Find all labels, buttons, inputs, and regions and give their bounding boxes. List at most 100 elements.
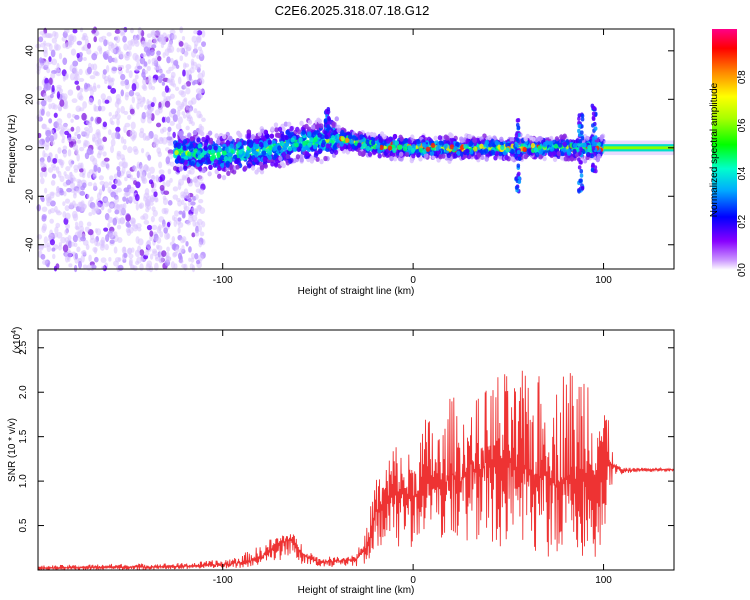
spectrogram-cell	[133, 165, 138, 172]
spectrogram-cell	[56, 86, 62, 93]
spectrogram-cell	[110, 87, 117, 94]
spectrogram-cell	[176, 155, 182, 161]
spectrogram-cell	[128, 70, 133, 79]
spectrogram-cell	[171, 34, 177, 40]
spectrogram-cell	[138, 33, 142, 40]
spectrogram-cell	[591, 111, 596, 117]
spectrogram-cell	[53, 112, 58, 118]
spectrogram-cell	[175, 246, 180, 254]
spectrogram-cell	[327, 116, 331, 122]
spectrogram-cell	[82, 56, 87, 62]
spectrogram-cell	[143, 164, 149, 172]
spectrogram-cell	[176, 109, 181, 117]
spectrogram-cell	[175, 100, 181, 106]
spectrogram-cell	[296, 146, 301, 153]
spectrogram-cell	[183, 50, 189, 57]
spectrogram-cell	[116, 150, 122, 157]
spectrogram-cell	[106, 162, 110, 171]
spectrogram-cell	[590, 153, 594, 159]
spectrogram-cell	[137, 65, 143, 70]
spectrogram-cell	[286, 121, 292, 127]
spectrogram-cell	[292, 158, 297, 164]
spectrogram-cell	[135, 236, 140, 244]
spectrogram-cell	[189, 136, 195, 142]
spectrogram-cell	[142, 75, 147, 81]
spectrogram-cell	[104, 197, 108, 202]
spectrogram-cell	[254, 138, 260, 145]
spectrogram-cell	[158, 101, 162, 108]
spectrogram-cell	[94, 256, 99, 263]
spectrogram-cell	[238, 149, 243, 155]
snr-y-label: SNR (10 * v/v)	[7, 418, 18, 482]
spectrogram-cell	[277, 126, 283, 132]
spectrogram-cell	[145, 263, 152, 272]
spectrogram-cell	[108, 257, 112, 262]
spectrogram-cell	[302, 140, 307, 146]
spectrogram-cell	[177, 182, 182, 191]
spectrogram-cell	[142, 132, 147, 141]
spectrogram-cell	[123, 138, 127, 145]
spectrogram-cell	[146, 65, 151, 72]
spectrogram-cell	[86, 48, 92, 55]
spectrogram-cell	[79, 146, 85, 152]
spectrogram-cell	[56, 118, 63, 125]
spectrogram-cell	[36, 85, 43, 91]
spectrogram-cell	[73, 164, 79, 171]
spectrogram-cell	[259, 165, 265, 171]
spectrogram-cell	[534, 152, 540, 158]
spectrogram-cell	[62, 201, 66, 207]
spectrogram-cell	[162, 197, 169, 206]
spectrogram-cell	[579, 160, 583, 165]
spectrogram-cell	[472, 137, 477, 144]
spectrogram-cell	[523, 136, 528, 142]
spectrogram-cell	[183, 202, 188, 211]
spectrogram-cell	[127, 196, 134, 201]
spectrogram-cell	[124, 176, 128, 182]
spectrogram-cell	[168, 40, 173, 47]
spectrogram-cell	[152, 209, 158, 217]
spectrogram-cell	[591, 163, 595, 168]
spectrogram-cell	[142, 96, 146, 104]
spectrogram-cell	[283, 121, 289, 127]
spectrogram-cell	[326, 107, 331, 112]
spectrogram-cell	[110, 145, 114, 154]
spectrogram-cell	[273, 162, 279, 168]
spectrogram-cell	[566, 150, 572, 156]
spectrogram-cell	[44, 187, 48, 194]
spectrogram-cell	[219, 162, 225, 169]
spectrogram-cell	[213, 158, 219, 165]
spectrogram-cell	[45, 33, 52, 39]
spectrogram-cell	[559, 134, 564, 140]
spectrogram-cell	[48, 56, 52, 62]
colorbar-ticks: 0.0 0.2 0.4 0.6 0.8	[737, 70, 748, 277]
snr-marks	[37, 370, 675, 571]
spectrogram-cell	[50, 192, 55, 199]
spectrogram-cell	[147, 172, 152, 179]
snr-y-tick-label: 0.5	[18, 518, 29, 532]
spectrogram-cell	[170, 75, 175, 80]
spectrogram-cell	[331, 121, 336, 127]
spectrogram-y-ticks: -40 -20 0 20 40	[25, 45, 674, 252]
spectrogram-cell	[138, 203, 143, 210]
spectrogram-cell	[194, 253, 199, 260]
spectrogram-cell	[180, 158, 185, 164]
spectrogram-cell	[173, 219, 177, 228]
spectrogram-cell	[198, 198, 204, 204]
spectrogram-cell	[392, 133, 398, 140]
spectrogram-cell	[91, 53, 98, 61]
spectrogram-x-tick-label: -100	[213, 275, 233, 286]
spectrogram-cell	[553, 143, 559, 149]
spectrogram-cell	[357, 142, 362, 148]
spectrogram-cell	[345, 137, 350, 143]
spectrogram-cell	[161, 224, 167, 229]
spectrogram-cell	[509, 136, 515, 143]
spectrogram-cell	[182, 69, 186, 77]
spectrogram-cell	[50, 72, 56, 79]
spectrogram-cell	[173, 263, 178, 270]
spectrogram-cell	[195, 259, 201, 265]
spectrogram-cell	[309, 137, 314, 143]
spectrogram-cell	[549, 146, 555, 152]
spectrogram-cell	[313, 137, 318, 143]
spectrogram-cell	[222, 150, 227, 156]
spectrogram-cell	[62, 57, 68, 66]
